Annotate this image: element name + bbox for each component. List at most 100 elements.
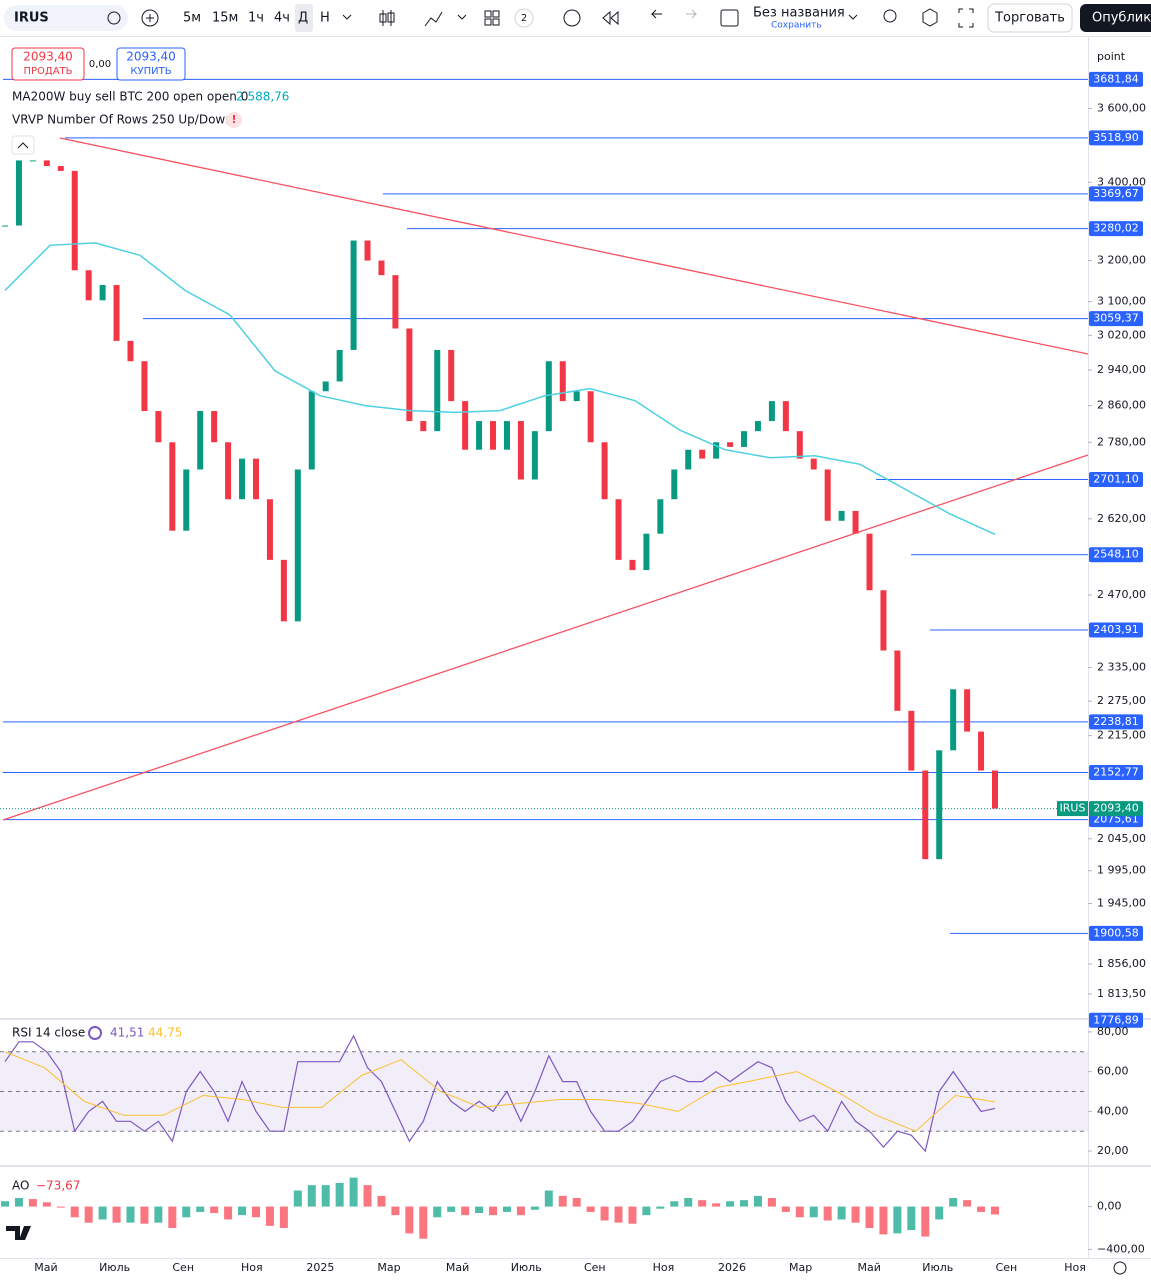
candle xyxy=(880,590,887,651)
ao-bar xyxy=(1,1201,9,1207)
ao-bar xyxy=(726,1201,735,1207)
ao-bar xyxy=(949,1198,958,1207)
candle xyxy=(922,770,929,860)
settings-button[interactable] xyxy=(922,8,938,27)
candle xyxy=(29,160,36,162)
candle xyxy=(643,533,650,571)
buy-label[interactable]: КУПИТЬ xyxy=(130,66,171,77)
candle xyxy=(908,710,915,771)
ao-bar xyxy=(433,1206,442,1218)
y-tick-label: 3 200,00 xyxy=(1097,254,1146,267)
y-tick-label: 2 470,00 xyxy=(1097,588,1146,601)
candle xyxy=(782,401,789,432)
ao-legend[interactable]: AO xyxy=(12,1179,29,1193)
alert-button[interactable] xyxy=(563,9,581,27)
candle xyxy=(350,240,357,350)
fullscreen-button[interactable] xyxy=(958,8,974,28)
indicators-button[interactable] xyxy=(424,11,443,27)
compare-button[interactable] xyxy=(141,9,159,27)
interval[interactable]: 5м xyxy=(183,11,201,26)
sell-label[interactable]: ПРОДАТЬ xyxy=(23,66,72,77)
ao-bar xyxy=(447,1206,456,1212)
interval[interactable]: Н xyxy=(320,11,330,26)
ao-bar xyxy=(461,1206,470,1216)
level-label: 1900,58 xyxy=(1093,926,1139,939)
candle xyxy=(364,240,371,261)
ao-bar xyxy=(851,1206,860,1223)
buy-button[interactable] xyxy=(116,47,186,81)
interval[interactable]: 4ч xyxy=(274,11,290,26)
ma-legend[interactable]: MA200W buy sell BTC 200 open open 0 xyxy=(12,90,248,104)
layout-name[interactable]: Без названия xyxy=(753,6,845,21)
ao-bar xyxy=(837,1206,846,1220)
interval[interactable]: 1ч xyxy=(248,11,264,26)
y-tick-label: 80,00 xyxy=(1097,1025,1129,1038)
ao-bar xyxy=(907,1206,916,1231)
level-label-box xyxy=(1089,547,1143,563)
candle xyxy=(699,449,706,459)
sell-button[interactable] xyxy=(11,47,85,81)
publish-button[interactable] xyxy=(1080,4,1151,32)
ao-bar xyxy=(809,1206,818,1218)
candle xyxy=(462,401,469,450)
ao-bar xyxy=(753,1195,762,1207)
trade-button[interactable] xyxy=(987,3,1073,33)
y-tick-label: 60,00 xyxy=(1097,1065,1129,1078)
level-label-box xyxy=(1089,471,1143,487)
rsi-icon xyxy=(88,1026,102,1040)
ao-bar xyxy=(70,1206,79,1218)
search-button[interactable] xyxy=(883,9,897,23)
vrvp-legend[interactable]: VRVP Number Of Rows 250 Up/Down xyxy=(12,113,233,127)
replay-button[interactable] xyxy=(602,10,619,26)
trend-line[interactable] xyxy=(59,137,1089,355)
buy-price[interactable]: 2093,40 xyxy=(126,50,176,64)
chart-type-button[interactable] xyxy=(379,10,395,26)
level-label-box xyxy=(1089,71,1143,87)
collapse-legend[interactable] xyxy=(11,135,35,155)
candle xyxy=(308,391,315,470)
rsi-legend[interactable]: RSI 14 close xyxy=(12,1026,85,1040)
candle xyxy=(964,689,971,732)
ao-bar xyxy=(265,1206,274,1226)
interval[interactable]: Д xyxy=(298,11,308,26)
save-label[interactable]: Сохранить xyxy=(771,21,822,31)
price-pane xyxy=(2,78,1088,934)
ao-bar xyxy=(879,1206,888,1235)
level-label: 1776,89 xyxy=(1093,1013,1139,1026)
layouts-button[interactable] xyxy=(484,10,500,26)
layout-icon[interactable] xyxy=(720,9,739,27)
level-label-box xyxy=(1089,925,1143,941)
x-tick-label: Ноя xyxy=(653,1261,675,1274)
scale-mode[interactable]: point xyxy=(1097,50,1126,63)
trend-line[interactable] xyxy=(2,454,1089,821)
axis-settings[interactable] xyxy=(1113,1261,1127,1275)
sell-price[interactable]: 2093,40 xyxy=(23,50,73,64)
ao-bar xyxy=(865,1206,874,1228)
ma-legend-value: 2 588,76 xyxy=(236,90,289,104)
interval[interactable]: 15м xyxy=(212,11,238,26)
ao-bar xyxy=(363,1185,372,1207)
symbol-search[interactable] xyxy=(4,5,128,31)
ao-bar xyxy=(670,1201,679,1207)
candle xyxy=(322,381,329,392)
warning-icon[interactable] xyxy=(226,112,242,128)
candle xyxy=(490,421,497,450)
layouts-count: 2 xyxy=(521,13,527,24)
chevron[interactable] xyxy=(457,14,467,20)
publish-label[interactable]: Опублико xyxy=(1092,11,1151,26)
symbol[interactable]: IRUS xyxy=(14,11,49,26)
y-tick-label: 2 940,00 xyxy=(1097,363,1146,376)
candle xyxy=(476,421,483,450)
ao-bar xyxy=(614,1206,623,1223)
ao-bar xyxy=(712,1203,721,1207)
chevron[interactable] xyxy=(342,14,352,20)
undo-button[interactable] xyxy=(650,9,662,19)
y-tick-label: 1 813,50 xyxy=(1097,987,1146,1000)
y-tick-label: 2 215,00 xyxy=(1097,729,1146,742)
redo-button[interactable] xyxy=(686,9,698,19)
add-icon[interactable] xyxy=(107,11,121,25)
chevron[interactable] xyxy=(848,14,858,20)
candle xyxy=(713,442,720,459)
trade-label[interactable]: Торговать xyxy=(994,11,1065,26)
